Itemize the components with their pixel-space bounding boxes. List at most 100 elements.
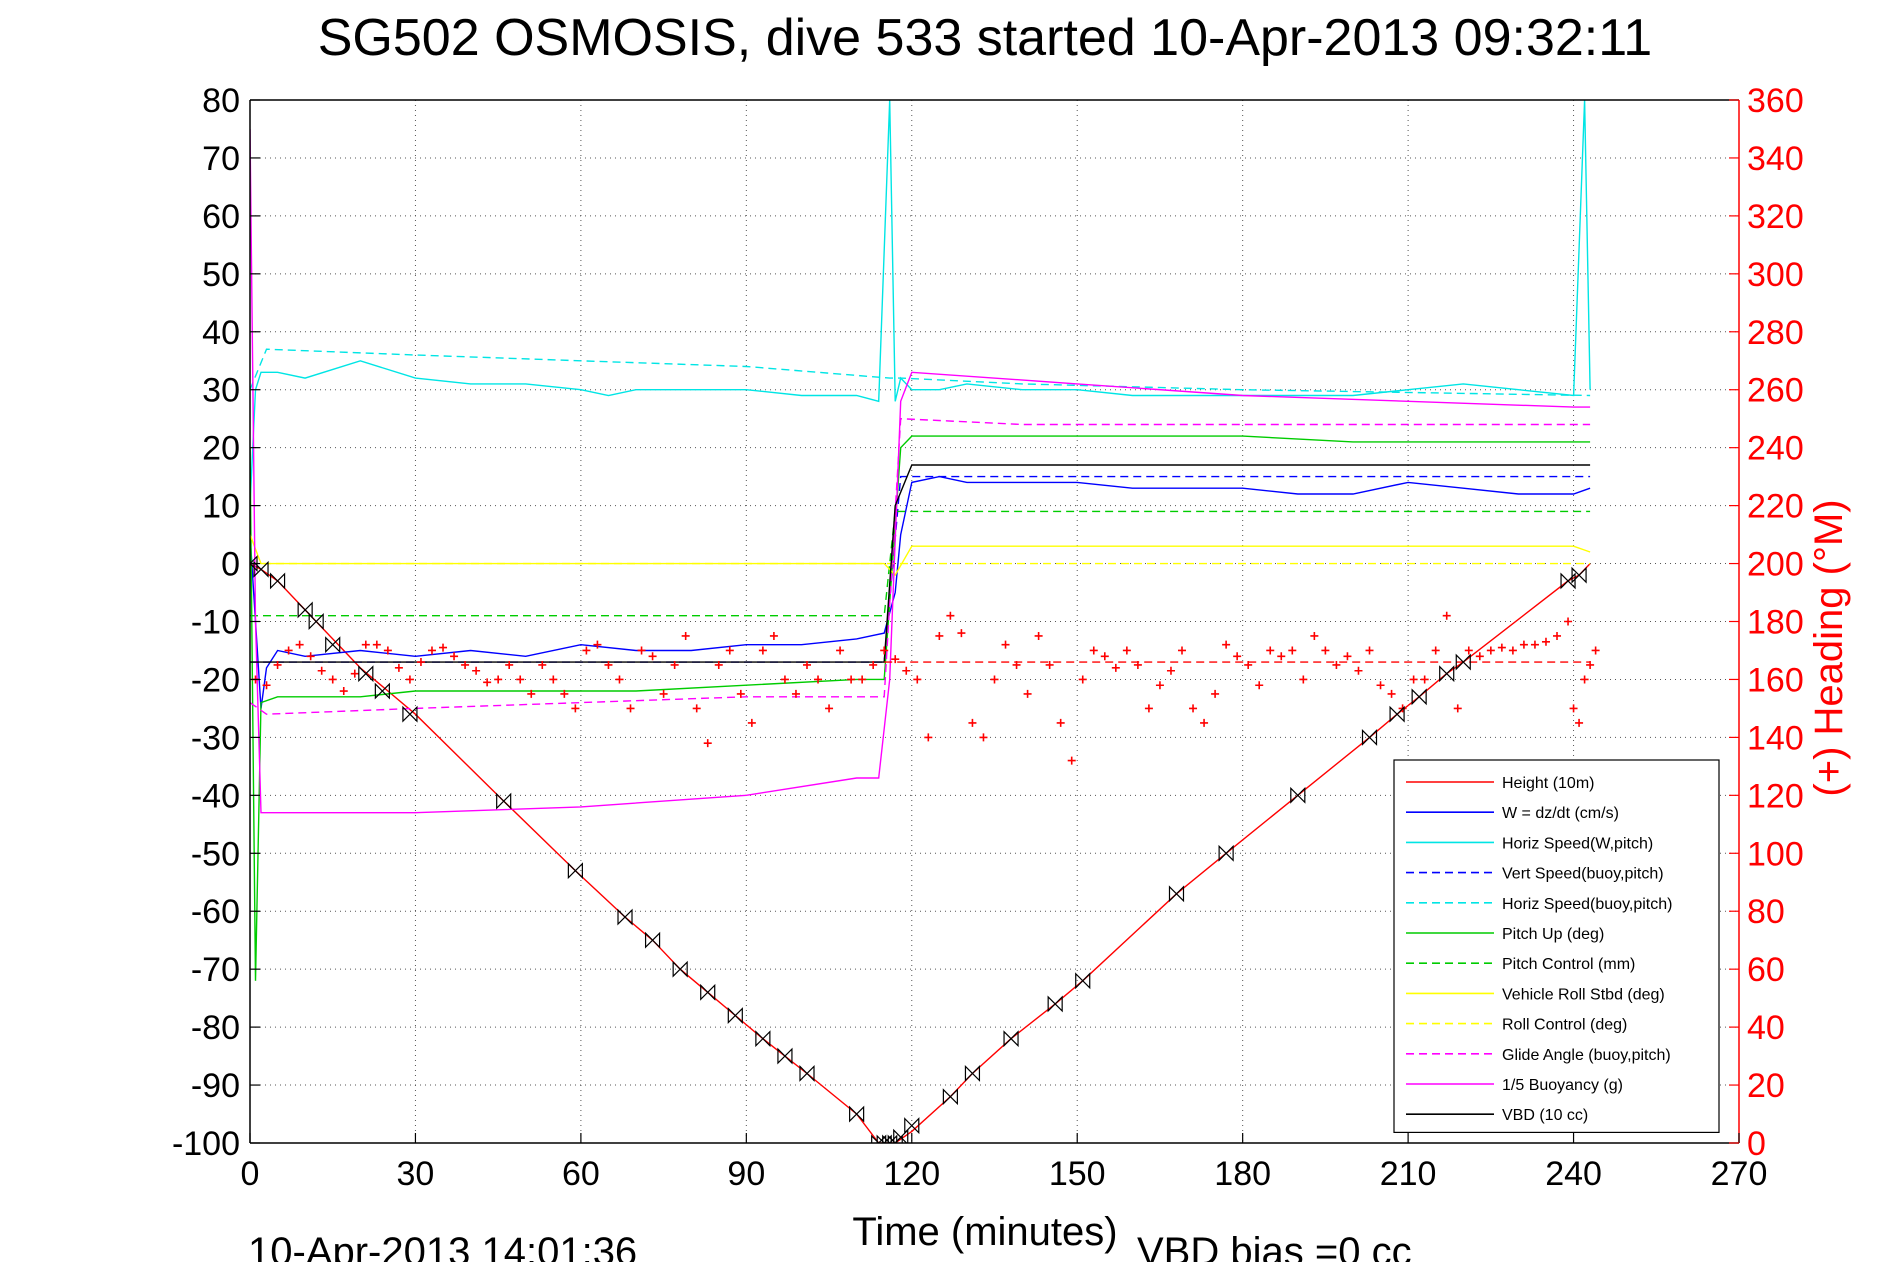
heading-point: [670, 660, 679, 669]
heading-point: [659, 689, 668, 698]
x-tick-label: 150: [1049, 1155, 1106, 1193]
heading-point: [957, 629, 966, 638]
heading-point: [1111, 663, 1120, 672]
heading-point: [825, 704, 834, 713]
legend-label: Height (10m): [1502, 775, 1594, 792]
height-marker: [964, 1065, 981, 1082]
heading-point: [560, 689, 569, 698]
y-tick-label: 80: [202, 82, 240, 120]
series-vehicle-roll-stbd-deg: [250, 534, 1591, 577]
heading-point: [582, 646, 591, 655]
height-marker: [358, 665, 374, 683]
heading-point: [979, 733, 988, 742]
heading-point: [913, 675, 922, 684]
height-marker: [308, 613, 324, 630]
heading-point: [1343, 652, 1352, 661]
heading-point: [703, 739, 712, 748]
height-marker: [1361, 728, 1378, 746]
heading-point: [339, 687, 348, 696]
x-tick-label: 120: [883, 1155, 940, 1193]
legend-label: Roll Control (deg): [1502, 1017, 1627, 1034]
heading-point: [1277, 652, 1286, 661]
height-marker: [297, 601, 313, 619]
y2-tick-label: 260: [1747, 372, 1804, 410]
heading-point: [758, 646, 767, 655]
x-tick-label: 0: [241, 1155, 260, 1193]
heading-point: [626, 704, 635, 713]
legend-label: Pitch Up (deg): [1502, 926, 1604, 943]
footer-left-text: 10-Apr-2013 14:01:36: [248, 1230, 637, 1262]
heading-point: [1508, 646, 1517, 655]
heading-point: [527, 689, 536, 698]
y-tick-label: 20: [202, 430, 240, 468]
y-tick-label: 10: [202, 488, 240, 526]
y2-tick-label: 100: [1747, 835, 1804, 873]
heading-point: [1497, 643, 1506, 652]
heading-point: [1541, 637, 1550, 646]
y-tick-label: -10: [191, 604, 240, 642]
heading-point: [461, 660, 470, 669]
chart-title: SG502 OSMOSIS, dive 533 started 10-Apr-2…: [318, 9, 1652, 67]
heading-point: [405, 675, 414, 684]
heading-point: [1056, 718, 1065, 727]
legend-label: Vert Speed(buoy,pitch): [1502, 866, 1664, 883]
heading-point: [902, 666, 911, 675]
heading-point: [802, 660, 811, 669]
heading-point: [1453, 704, 1462, 713]
heading-point: [1586, 660, 1595, 669]
heading-point: [317, 666, 326, 675]
height-marker: [1003, 1030, 1019, 1048]
height-marker: [1168, 885, 1185, 903]
height-marker: [799, 1065, 815, 1082]
heading-point: [1178, 646, 1186, 655]
y-tick-label: 50: [202, 256, 240, 294]
y-tick-label: -70: [191, 951, 240, 989]
x-tick-label: 240: [1545, 1155, 1602, 1193]
heading-point: [383, 646, 392, 655]
heading-point: [924, 733, 933, 742]
heading-point: [1255, 681, 1264, 690]
height-marker: [269, 572, 286, 590]
heading-point: [483, 678, 492, 687]
y-tick-label: -30: [191, 719, 240, 757]
heading-point: [1354, 666, 1363, 675]
y-tick-label: -60: [191, 893, 240, 931]
heading-point: [725, 646, 734, 655]
heading-point: [1553, 631, 1562, 640]
y2-tick-label: 80: [1747, 893, 1785, 931]
heading-point: [1486, 646, 1495, 655]
heading-point: [1023, 689, 1032, 698]
heading-point: [1564, 617, 1573, 626]
heading-point: [1222, 640, 1231, 649]
series-line-horiz-speed-w-pitch: [250, 100, 1591, 506]
heading-point: [571, 704, 580, 713]
heading-point: [1166, 666, 1175, 675]
heading-point: [1464, 646, 1473, 655]
heading-point: [427, 646, 436, 655]
heading-point: [648, 652, 657, 661]
height-marker: [617, 908, 633, 926]
height-marker: [1218, 844, 1234, 862]
height-marker: [727, 1007, 743, 1024]
height-marker: [942, 1088, 958, 1106]
y-tick-label: -90: [191, 1067, 240, 1105]
y2-tick-label: 220: [1747, 488, 1804, 526]
y-tick-label: 60: [202, 198, 240, 236]
height-marker: [1075, 972, 1091, 990]
y2-tick-label: 0: [1747, 1125, 1766, 1163]
heading-point: [880, 646, 889, 655]
heading-point: [1580, 675, 1589, 684]
y2-axis-label: (+) Heading (°M): [1807, 499, 1851, 796]
heading-point: [858, 675, 867, 684]
heading-point: [1078, 675, 1087, 684]
heading-point: [306, 652, 315, 661]
x-tick-label: 90: [727, 1155, 765, 1193]
y2-tick-label: 340: [1747, 140, 1804, 178]
heading-point: [1045, 660, 1054, 669]
height-marker: [325, 636, 341, 654]
series-glide-angle-buoy-pitch: [250, 417, 1591, 715]
heading-point: [1299, 675, 1308, 684]
heading-point: [791, 689, 800, 698]
y2-tick-label: 320: [1747, 198, 1804, 236]
